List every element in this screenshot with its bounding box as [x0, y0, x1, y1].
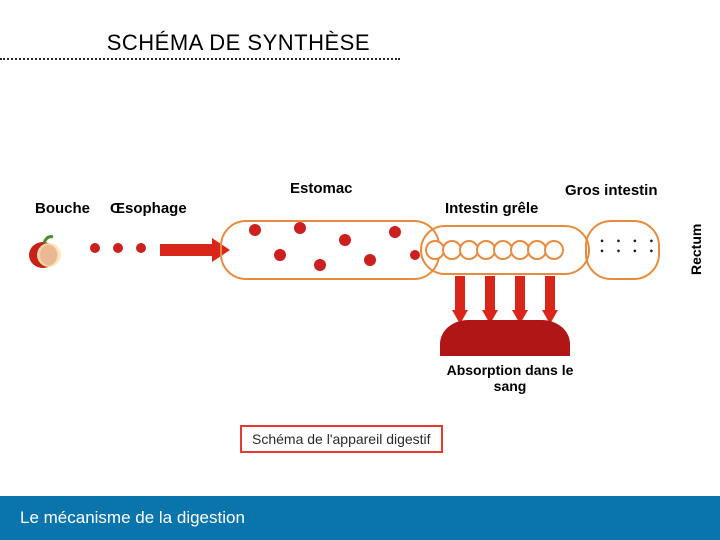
footer-text: Le mécanisme de la digestion: [20, 508, 245, 528]
absorption-arrow-shaft: [515, 276, 525, 312]
intestine-loop: [544, 240, 564, 260]
header-band: SCHÉMA DE SYNTHÈSE: [0, 30, 400, 60]
food-dot: [90, 243, 100, 253]
label-rectum: Rectum: [688, 224, 704, 275]
header-title: SCHÉMA DE SYNTHÈSE: [0, 30, 400, 56]
footer-bar: Le mécanisme de la digestion: [0, 496, 720, 540]
absorption-arrow-shaft: [485, 276, 495, 312]
absorption-arrow-shaft: [455, 276, 465, 312]
label-bouche: Bouche: [35, 200, 90, 217]
label-estomac: Estomac: [290, 180, 353, 197]
label-intestin-grele: Intestin grêle: [445, 200, 538, 217]
label-absorption-text: Absorption dans le sang: [447, 362, 574, 394]
large-intestine-fill: ･ ･ ･ ･･ ･ ･ ･: [598, 238, 657, 258]
label-absorption: Absorption dans le sang: [440, 362, 580, 394]
arrow-to-stomach: [160, 244, 214, 256]
stomach-box: [220, 220, 440, 280]
diagram-caption-box: Schéma de l'appareil digestif: [240, 425, 443, 453]
blood-vessel: [440, 320, 570, 356]
apple-icon: [25, 232, 63, 275]
intestine-loops: [425, 240, 561, 260]
digestive-diagram: ･ ･ ･ ･･ ･ ･ ･ Bouche Œsophage Estomac I…: [0, 170, 720, 370]
food-dot: [113, 243, 123, 253]
food-dot: [136, 243, 146, 253]
label-gros-intestin: Gros intestin: [565, 182, 658, 199]
diagram-caption-text: Schéma de l'appareil digestif: [252, 431, 431, 447]
absorption-arrow-shaft: [545, 276, 555, 312]
label-oesophage: Œsophage: [110, 200, 187, 217]
